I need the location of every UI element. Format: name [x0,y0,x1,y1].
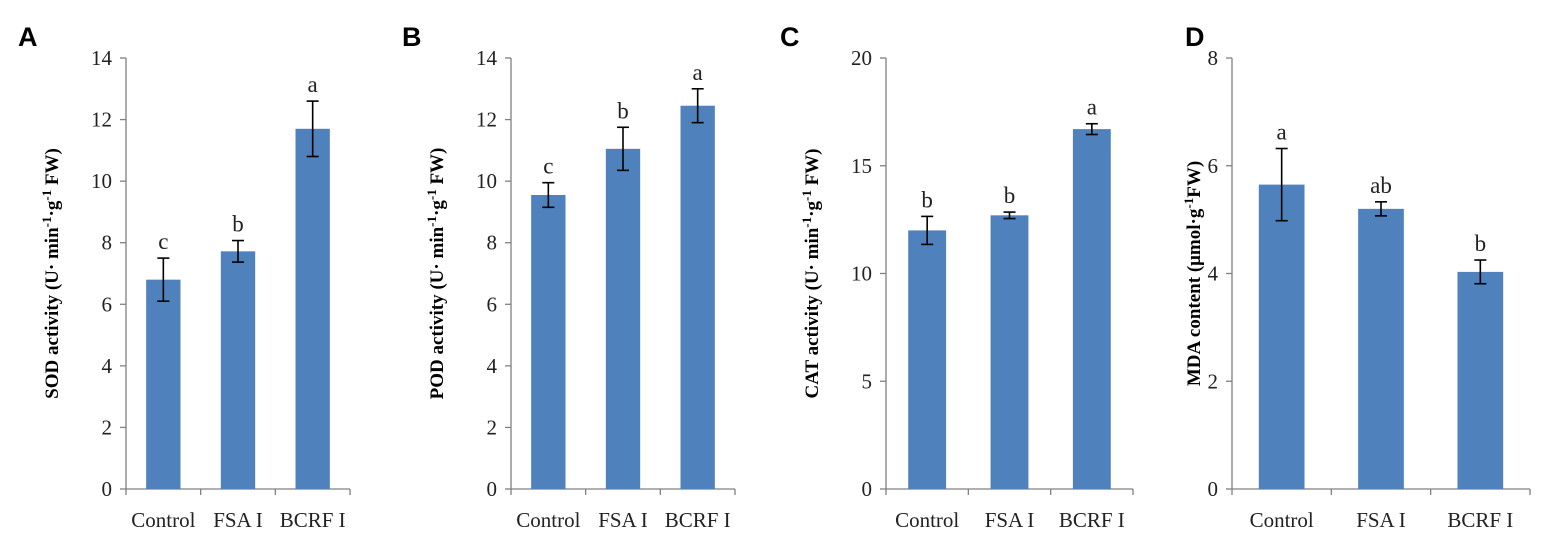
chart-panel-a: A 0 2 4 6 8 10 12 14 c Control b FSA I a BCRF I SOD act… [18,22,351,532]
bar [1072,129,1111,490]
bar [605,148,641,489]
x-tick-label: Control [895,508,959,532]
error-bar [1375,201,1387,217]
bar [531,194,566,489]
significance-letter: a [1277,120,1287,145]
significance-letter: b [1004,183,1016,208]
y-tick-label: 2 [487,415,498,439]
error-bar [306,100,319,158]
y-axis-label: CAT activity (U· min-1·g-1 FW) [799,148,824,398]
significance-letter: b [921,187,933,212]
y-axis-label: POD activity (U· min-1·g-1 FW) [424,148,449,400]
y-tick-label: 14 [91,46,113,70]
x-tick-label: BCRF I [280,508,346,532]
y-tick-label: 10 [851,262,872,286]
y-tick-label: 0 [102,477,113,501]
error-bar [1474,259,1487,285]
chart-panel-b: B 0 2 4 6 8 10 12 14 c Control b FSA I a BCRF I POD act… [402,22,736,532]
x-tick-label: FSA I [1356,508,1406,532]
significance-letter: b [1475,231,1487,256]
bar [680,105,715,489]
x-tick-label: BCRF I [1447,508,1513,532]
y-tick-label: 12 [91,108,112,132]
y-tick-label: 10 [91,169,112,193]
significance-letter: a [308,72,318,97]
y-tick-label: 20 [851,46,872,70]
panel-label: B [402,22,422,52]
error-bar [617,126,629,172]
y-tick-label: 6 [487,292,498,316]
significance-letter: ab [1370,173,1392,198]
significance-letter: c [158,229,168,254]
error-bar [1003,211,1016,220]
y-tick-label: 4 [1208,262,1219,286]
significance-letter: b [617,98,629,123]
y-tick-label: 2 [1208,369,1219,393]
bar [220,251,256,489]
error-bar [542,181,555,209]
bar [1457,271,1504,489]
error-bar [691,87,704,124]
bar [1358,208,1404,489]
y-tick-label: 0 [1208,477,1219,501]
bar [908,230,947,489]
y-tick-label: 15 [851,154,872,178]
y-tick-label: 6 [102,292,113,316]
error-bar [1085,122,1098,136]
significance-letter: b [232,212,244,237]
bar [295,128,330,490]
y-tick-label: 8 [487,231,498,255]
significance-letter: c [543,154,553,179]
y-tick-label: 0 [862,477,873,501]
bar [1258,184,1305,489]
y-tick-label: 4 [102,354,113,378]
panel-label: C [780,22,800,52]
y-axis-label: MDA content (μmol·g-1FW) [1181,161,1206,386]
error-bar [232,239,244,263]
x-tick-label: Control [516,508,580,532]
y-tick-label: 12 [476,108,497,132]
x-tick-label: FSA I [598,508,648,532]
y-tick-label: 4 [487,354,498,378]
error-bar [157,257,170,303]
y-tick-label: 8 [102,231,113,255]
y-tick-label: 0 [487,477,498,501]
x-tick-label: FSA I [985,508,1035,532]
bar [990,215,1029,489]
error-bar [921,215,934,246]
panel-label: D [1185,22,1205,52]
y-axis-label: SOD activity (U· min-1·g-1 FW) [39,148,64,399]
y-tick-label: 5 [862,369,873,393]
y-tick-label: 14 [476,46,498,70]
chart-panel-c: C 0 5 10 15 20 b Control b FSA I a BCRF I CAT activi… [780,22,1134,532]
y-tick-label: 10 [476,169,497,193]
error-bar [1275,147,1288,222]
y-tick-label: 8 [1208,46,1219,70]
significance-letter: a [693,60,703,85]
chart-panel-d: D 0 2 4 6 8 a Control ab FSA I b BCRF I MDA content … [1181,22,1531,532]
significance-letter: a [1087,95,1097,120]
x-tick-label: Control [131,508,195,532]
x-tick-label: FSA I [213,508,263,532]
panel-label: A [18,22,38,52]
x-tick-label: BCRF I [1059,508,1125,532]
x-tick-label: Control [1250,508,1314,532]
x-tick-label: BCRF I [665,508,731,532]
y-tick-label: 2 [102,415,113,439]
bar [146,279,181,489]
y-tick-label: 6 [1208,154,1219,178]
